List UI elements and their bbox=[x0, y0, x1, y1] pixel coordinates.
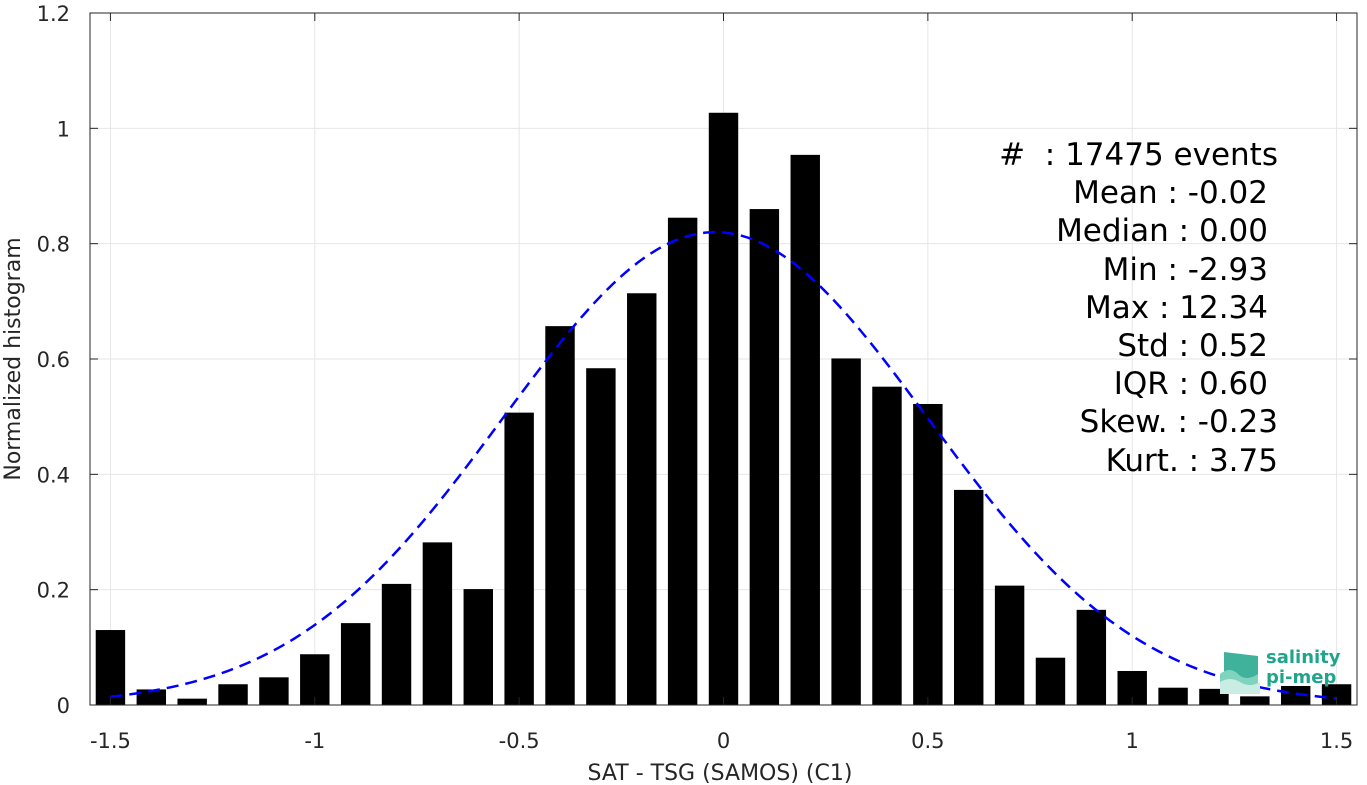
histogram-bars bbox=[95, 112, 1352, 706]
x-axis-ticks: -1.5 -1 -0.5 0 0.5 1 1.5 bbox=[90, 13, 1353, 753]
histogram-bar bbox=[954, 489, 984, 705]
stat-mean: Mean : -0.02 bbox=[1073, 175, 1268, 212]
histogram-bar bbox=[259, 677, 289, 705]
y-tick-label: 0.6 bbox=[37, 348, 70, 372]
salinity-pimep-logo: salinity pi-mep bbox=[1218, 648, 1348, 694]
histogram-bar bbox=[1158, 687, 1188, 705]
x-tick-label: -1.5 bbox=[90, 729, 131, 753]
histogram-bar bbox=[627, 293, 657, 705]
histogram-bar bbox=[913, 403, 943, 705]
histogram-bar bbox=[504, 412, 534, 705]
histogram-bar bbox=[872, 386, 902, 705]
logo-text: salinity pi-mep bbox=[1266, 648, 1341, 688]
histogram-bar bbox=[831, 358, 861, 705]
logo-wave-icon bbox=[1220, 652, 1260, 694]
histogram-bar bbox=[790, 154, 820, 706]
histogram-bar bbox=[545, 326, 575, 705]
y-tick-label: 0.4 bbox=[37, 463, 70, 487]
stat-max: Max : 12.34 bbox=[1085, 289, 1268, 326]
histogram-bar bbox=[463, 589, 493, 705]
histogram-bar bbox=[177, 698, 207, 705]
histogram-bar bbox=[1035, 657, 1066, 705]
stat-skew: Skew. : -0.23 bbox=[1079, 404, 1278, 441]
histogram-bar bbox=[340, 623, 371, 705]
stat-kurt: Kurt. : 3.75 bbox=[1105, 442, 1278, 479]
y-tick-label: 0.8 bbox=[37, 233, 70, 257]
x-tick-label: 1 bbox=[1126, 729, 1139, 753]
gaussian-fit-curve bbox=[110, 230, 1337, 700]
histogram-bar bbox=[1240, 696, 1270, 705]
histogram-bar bbox=[218, 684, 248, 705]
histogram-bar bbox=[300, 654, 330, 705]
y-axis-ticks: 0 0.2 0.4 0.6 0.8 1 1.2 bbox=[37, 2, 1357, 718]
stat-events: # : 17475 events bbox=[999, 137, 1278, 173]
histogram-bar bbox=[1321, 684, 1352, 705]
x-axis-label: SAT - TSG (SAMOS) (C1) bbox=[588, 761, 853, 785]
histogram-bar bbox=[1076, 609, 1107, 705]
histogram-bar bbox=[422, 542, 453, 705]
x-tick-label: 0.5 bbox=[911, 729, 944, 753]
histogram-bar bbox=[667, 217, 698, 705]
y-tick-label: 0 bbox=[57, 694, 70, 718]
stat-median: Median : 0.00 bbox=[1056, 213, 1268, 250]
stat-iqr: IQR : 0.60 bbox=[1113, 366, 1268, 403]
histogram-bar bbox=[136, 689, 167, 705]
histogram-bar bbox=[586, 368, 616, 705]
x-tick-label: 0 bbox=[717, 729, 730, 753]
statistics-panel: # : 17475 events Mean : -0.02 Median : 0… bbox=[999, 136, 1278, 480]
histogram-bar bbox=[749, 209, 780, 706]
x-tick-label: -0.5 bbox=[499, 729, 540, 753]
stat-min: Min : -2.93 bbox=[1102, 251, 1268, 288]
histogram-bar bbox=[1280, 685, 1311, 705]
x-tick-label: -1 bbox=[304, 729, 325, 753]
histogram-bar bbox=[994, 585, 1025, 705]
histogram-bar bbox=[381, 583, 412, 705]
y-axis-label: Normalized histogram bbox=[1, 237, 26, 480]
y-tick-label: 0.2 bbox=[37, 579, 70, 603]
logo-line1: salinity bbox=[1266, 647, 1341, 668]
x-tick-label: 1.5 bbox=[1320, 729, 1353, 753]
stat-std: Std : 0.52 bbox=[1117, 328, 1268, 365]
logo-line2: pi-mep bbox=[1266, 667, 1337, 688]
histogram-bar bbox=[708, 112, 739, 706]
y-tick-label: 1 bbox=[57, 117, 70, 141]
y-tick-label: 1.2 bbox=[37, 2, 70, 26]
histogram-bar bbox=[95, 630, 126, 705]
